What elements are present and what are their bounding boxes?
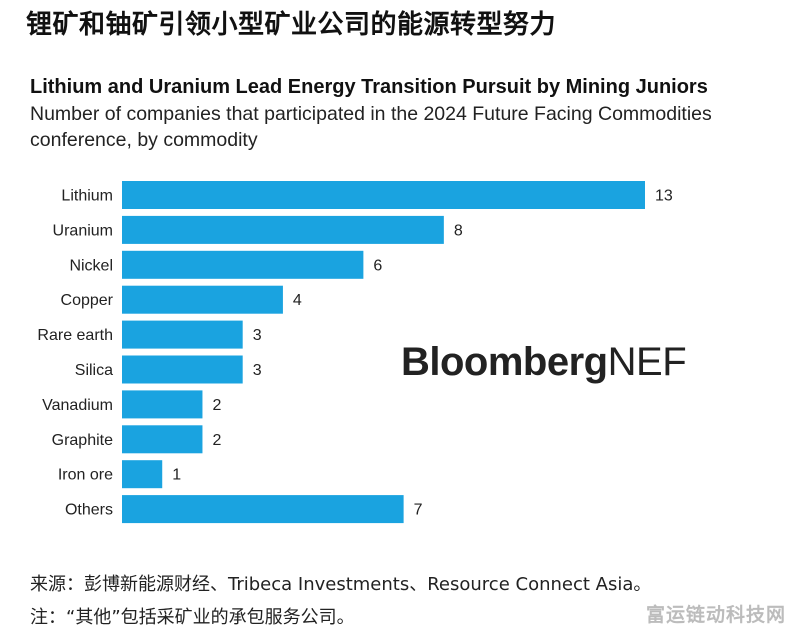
value-label: 7: [414, 502, 423, 519]
bar-lithium: [122, 181, 645, 209]
category-label: Rare earth: [37, 327, 113, 344]
value-label: 2: [212, 432, 221, 449]
bar-iron-ore: [122, 460, 163, 489]
bar-vanadium: [122, 390, 203, 419]
bar-nickel: [122, 250, 364, 279]
value-label: 4: [293, 292, 302, 309]
category-label: Graphite: [52, 432, 113, 449]
category-label: Uranium: [53, 222, 113, 239]
bar-rare-earth: [122, 320, 243, 349]
value-label: 3: [253, 362, 262, 379]
bar-silica: [122, 355, 243, 384]
value-label: 3: [253, 327, 262, 344]
category-label: Vanadium: [42, 397, 113, 414]
value-label: 13: [655, 188, 673, 205]
value-label: 6: [373, 257, 382, 274]
logo-brand-bold: Bloomberg: [401, 340, 608, 384]
source-note: 来源：彭博新能源财经、Tribeca Investments、Resource …: [30, 574, 652, 595]
category-label: Nickel: [69, 257, 113, 274]
category-label: Iron ore: [58, 467, 113, 484]
category-label: Silica: [75, 362, 113, 379]
chart-title: Lithium and Uranium Lead Energy Transiti…: [30, 76, 708, 98]
bar-graphite: [122, 425, 203, 454]
footnote: 注：“其他”包括采矿业的承包服务公司。: [30, 607, 355, 628]
chart-subtitle: Number of companies that participated in…: [30, 103, 712, 151]
site-watermark: 富运链动科技网: [645, 604, 786, 626]
bar-copper: [122, 285, 283, 314]
bloombergnef-logo: BloombergNEF: [401, 340, 687, 385]
logo-brand-light: NEF: [607, 340, 687, 384]
category-label: Copper: [61, 292, 114, 309]
value-label: 2: [212, 397, 221, 414]
bar-others: [122, 495, 404, 524]
category-label: Lithium: [61, 188, 113, 205]
bar-uranium: [122, 215, 444, 244]
category-label: Others: [65, 502, 113, 519]
value-label: 1: [172, 467, 181, 484]
value-label: 8: [454, 222, 463, 239]
page-headline: 锂矿和铀矿引领小型矿业公司的能源转型努力: [26, 10, 557, 40]
